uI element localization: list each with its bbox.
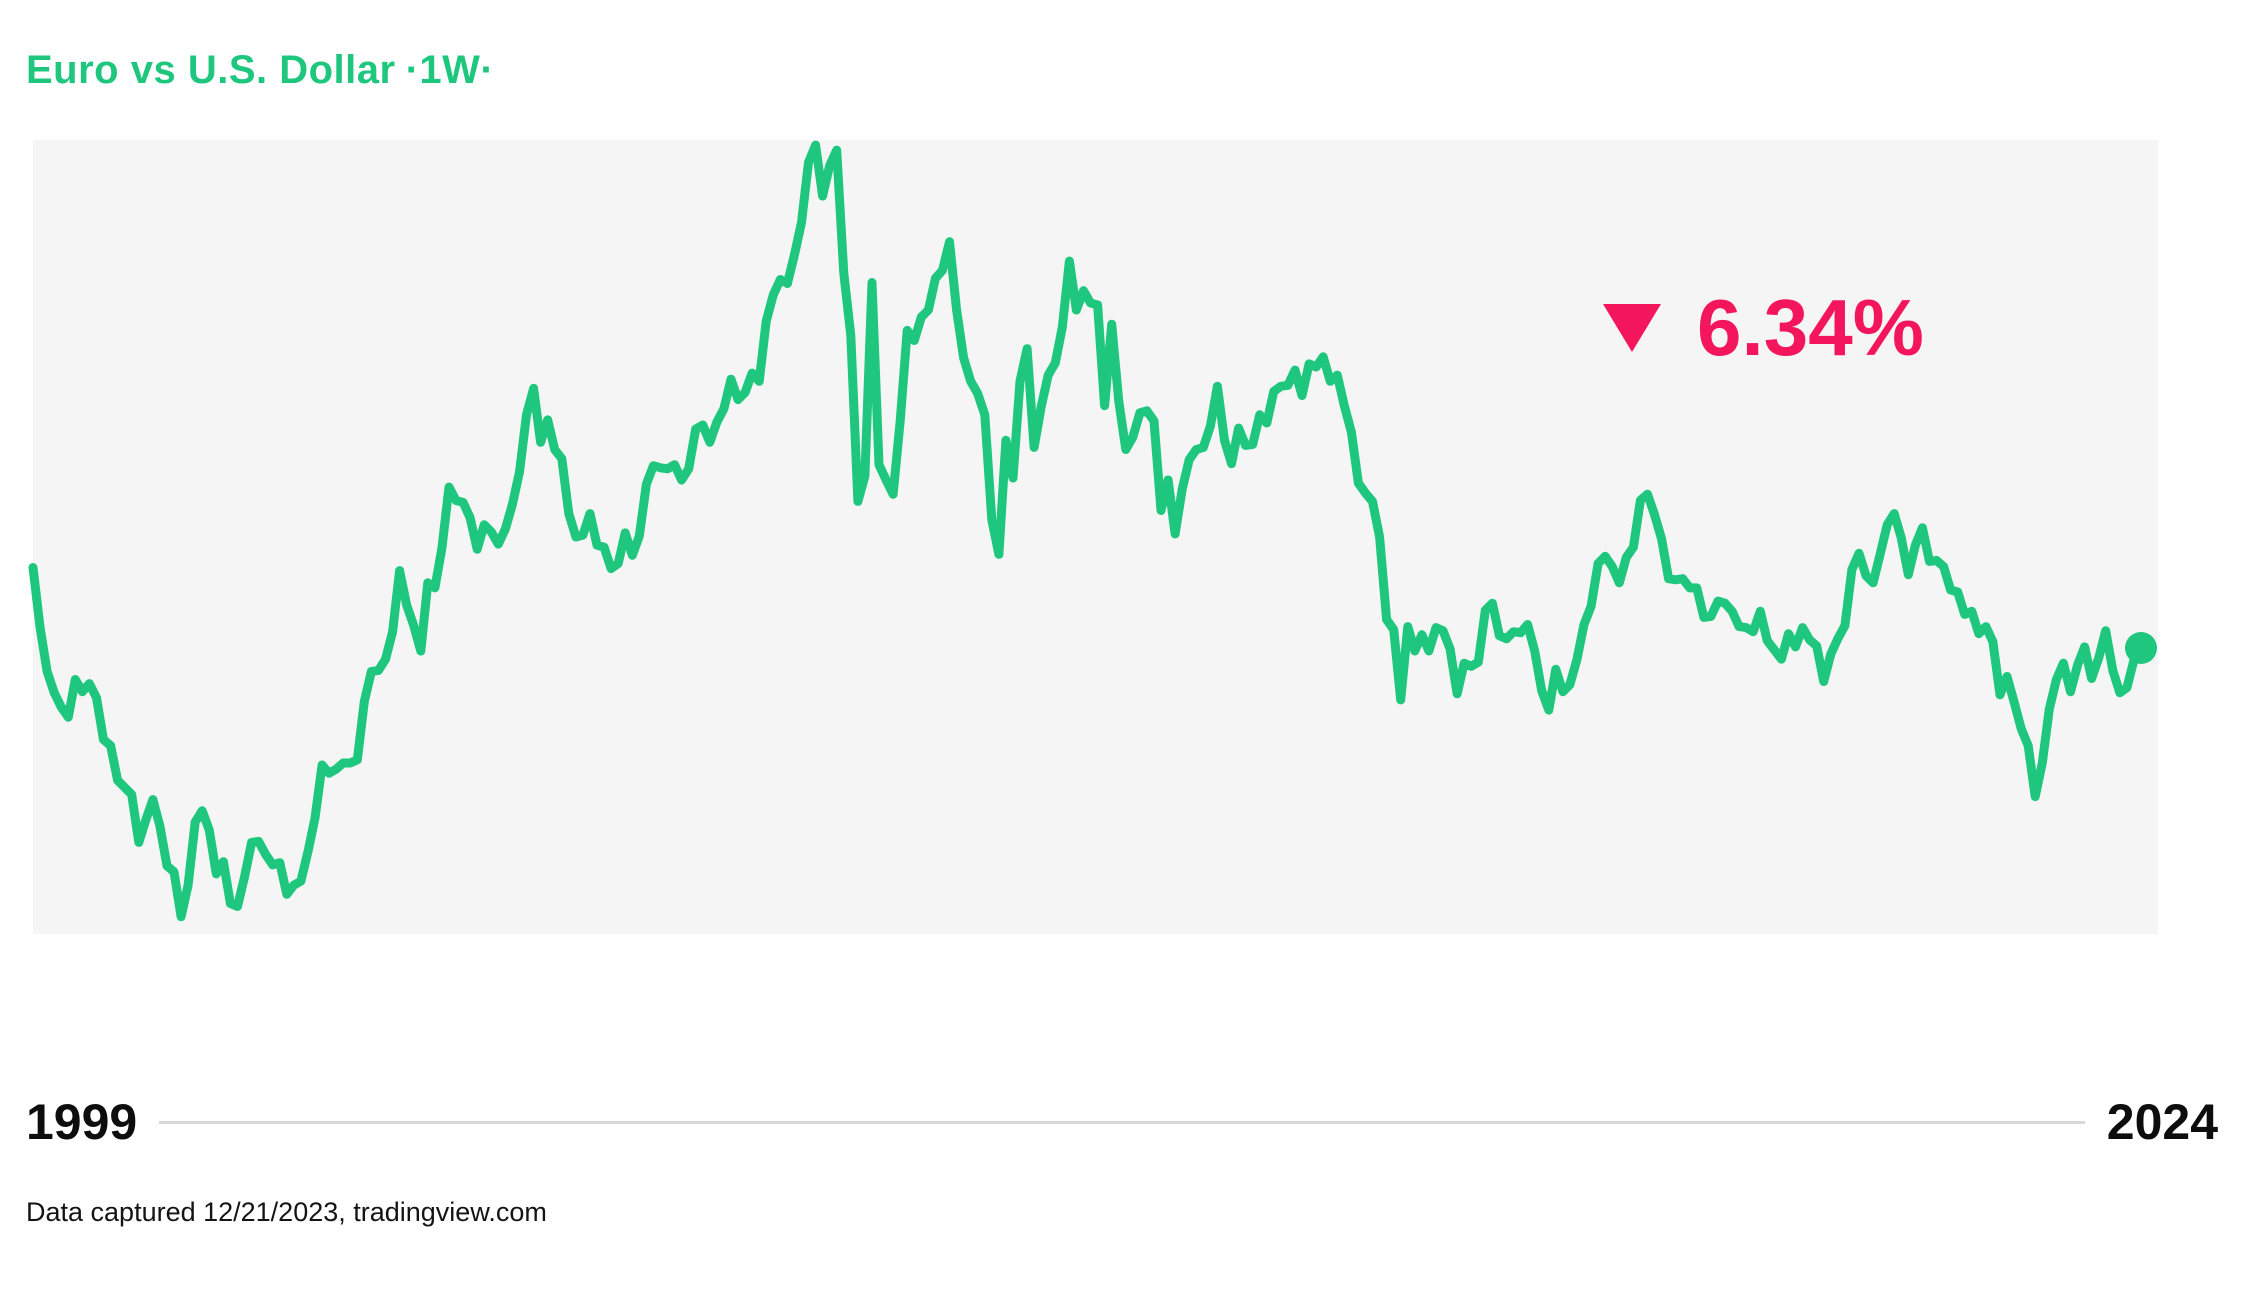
x-axis: 1999 2024	[26, 1097, 2218, 1147]
chart-panel: 6.34%	[28, 140, 2158, 934]
price-line	[28, 140, 2146, 922]
source-caption: Data captured 12/21/2023, tradingview.co…	[26, 1197, 547, 1227]
x-axis-start-year: 1999	[26, 1094, 138, 1150]
change-badge: 6.34%	[1603, 288, 1924, 368]
price-line-chart	[28, 140, 2157, 922]
change-percent: 6.34%	[1697, 283, 1924, 372]
x-axis-end-year: 2024	[2106, 1094, 2218, 1150]
chart-title: Euro vs U.S. Dollar ·1W·	[26, 48, 494, 93]
last-price-dot	[2125, 632, 2157, 664]
down-triangle-icon	[1603, 304, 1661, 352]
interval-label: ·1W·	[405, 48, 495, 92]
instrument-name: Euro vs U.S. Dollar	[26, 48, 396, 92]
x-axis-rule	[159, 1120, 2085, 1124]
